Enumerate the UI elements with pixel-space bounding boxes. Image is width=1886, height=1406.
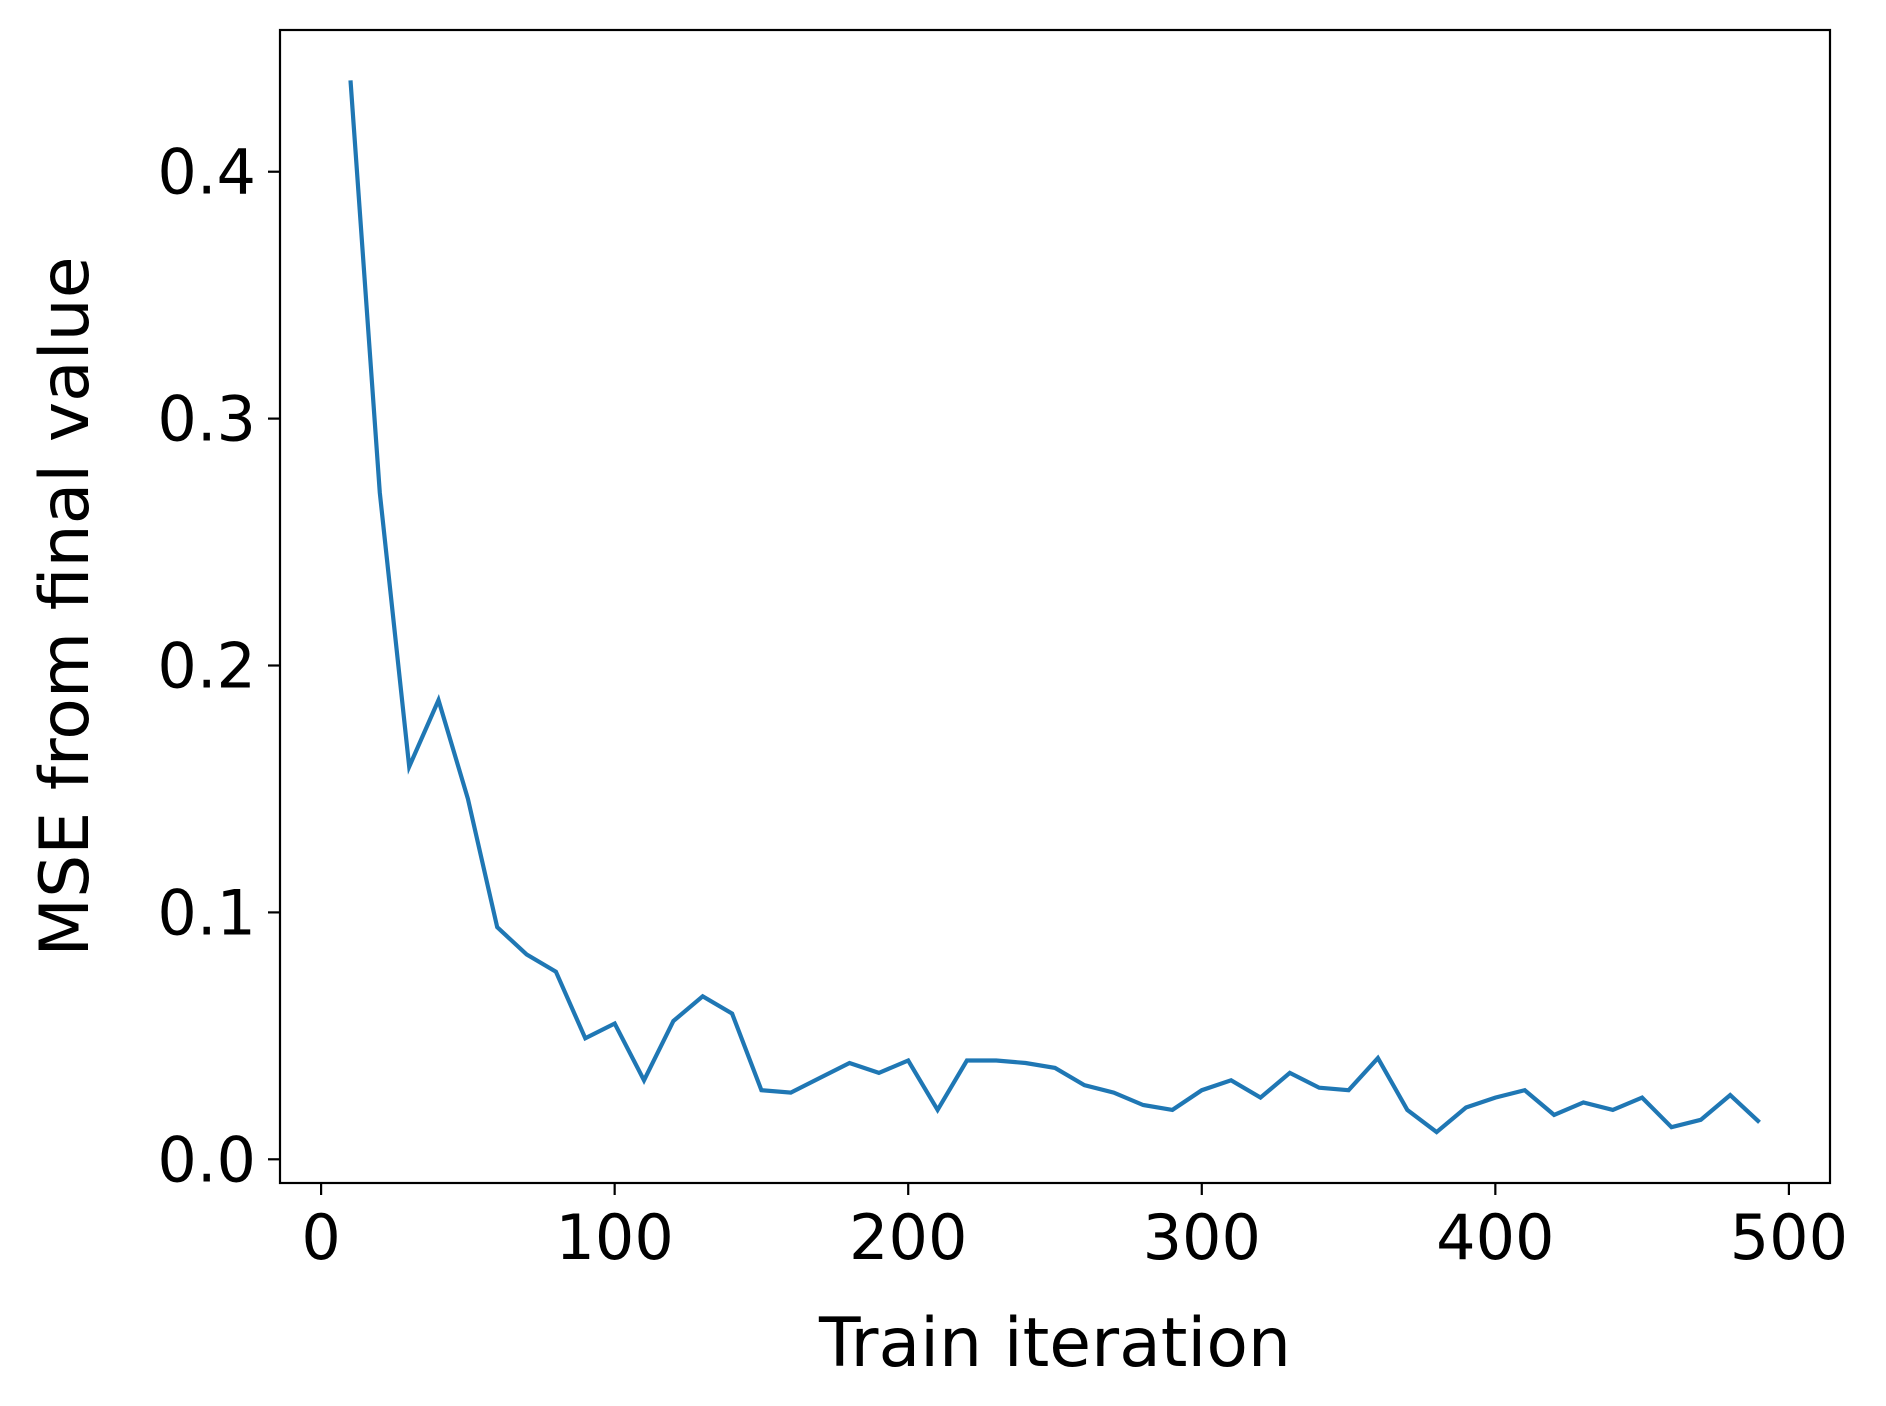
plot-frame — [278, 28, 1832, 1185]
y-axis: 0.0 0.1 0.2 0.3 0.4 — [157, 136, 280, 1196]
y-tick-label: 0.1 — [157, 876, 256, 949]
x-tick-label: 100 — [555, 1201, 673, 1274]
x-tick-label: 400 — [1436, 1201, 1554, 1274]
series-layer — [348, 80, 1761, 1135]
x-tick-label: 300 — [1143, 1201, 1261, 1274]
x-tick-label: 0 — [301, 1201, 340, 1274]
x-tick-label: 500 — [1730, 1201, 1848, 1274]
y-axis-title: MSE from final value — [26, 256, 105, 956]
y-tick-label: 0.0 — [157, 1123, 256, 1196]
y-tick-label: 0.2 — [157, 630, 256, 703]
y-tick-label: 0.4 — [157, 136, 256, 209]
x-axis: 0 100 200 300 400 500 — [301, 1183, 1848, 1274]
x-tick-label: 200 — [849, 1201, 967, 1274]
x-axis-title: Train iteration — [818, 1304, 1291, 1383]
y-tick-label: 0.3 — [157, 383, 256, 456]
